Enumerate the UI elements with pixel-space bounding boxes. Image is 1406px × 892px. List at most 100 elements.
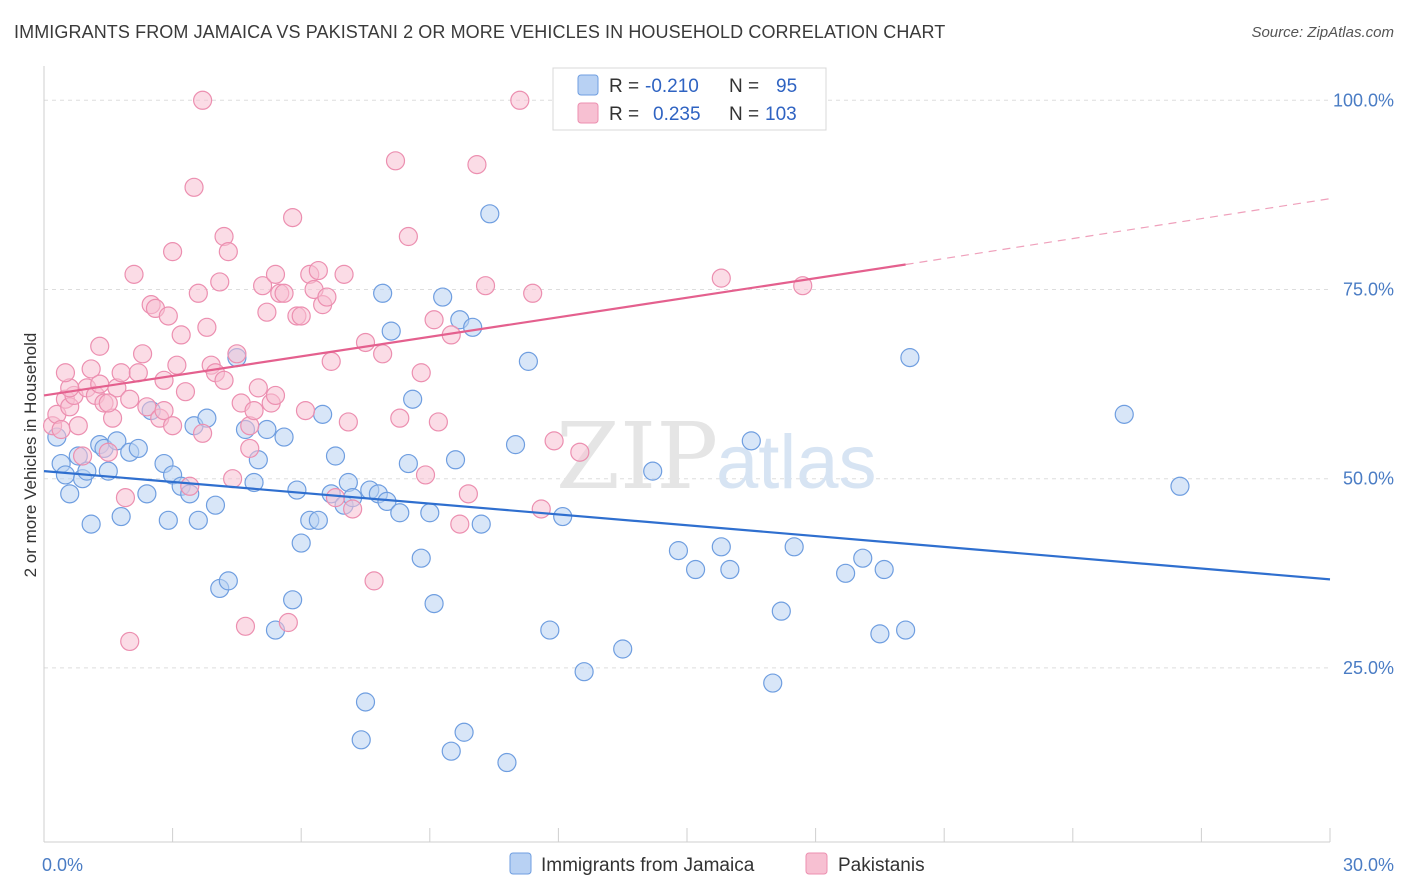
jamaica-point: [441, 741, 461, 761]
jamaica-point: [205, 495, 226, 515]
pakistani-point: [523, 283, 543, 303]
pakistani-point: [385, 151, 406, 171]
jamaica-point: [128, 438, 148, 459]
jamaica-point: [896, 620, 916, 640]
jamaica-point: [188, 510, 208, 530]
pakistani-point: [338, 412, 358, 432]
trend-lines: [43, 198, 1331, 581]
jamaica-point: [283, 590, 303, 610]
pakistani-point: [223, 469, 243, 489]
pakistani-point: [321, 351, 341, 371]
pakistani-point: [132, 344, 153, 364]
jamaica-point: [853, 548, 873, 568]
tick-labels: 25.0% 50.0% 75.0% 100.0% 0.0% 30.0%: [42, 90, 1394, 875]
jamaica-point: [505, 435, 526, 455]
series-pakistani: [42, 90, 813, 652]
pakistani-point: [55, 363, 76, 383]
pakistani-point: [257, 302, 277, 322]
jamaica-point: [308, 510, 328, 530]
jamaica-point: [81, 514, 101, 534]
legend-swatch-pakistani: [577, 102, 599, 124]
jamaica-point: [454, 722, 474, 742]
pakistani-point: [90, 374, 110, 394]
pakistani-point: [115, 488, 136, 508]
pakistani-point: [175, 382, 196, 402]
jamaica-point: [381, 321, 401, 341]
pakistani-point: [450, 514, 470, 534]
legend-pakistani-r-label: R =: [609, 104, 639, 125]
stats-legend: R = -0.210 N = 95 R = 0.235 N = 103: [552, 67, 827, 131]
jamaica-point: [613, 639, 633, 659]
pakistani-point: [214, 370, 234, 390]
pakistani-point: [98, 393, 118, 413]
jamaica-point: [870, 624, 890, 644]
legend-jamaica-n-label: N =: [729, 76, 759, 97]
pakistani-point: [295, 400, 316, 421]
jamaica-point: [741, 431, 761, 451]
bottom-legend-pakistani: Pakistanis: [838, 855, 925, 876]
pakistani-point: [428, 412, 448, 432]
pakistani-point: [197, 317, 217, 337]
pakistani-point: [283, 207, 303, 228]
pakistani-point: [308, 260, 328, 281]
pakistani-point: [98, 442, 118, 462]
series-legend: Immigrants from Jamaica Pakistanis: [509, 852, 925, 876]
pakistani-point: [364, 571, 384, 591]
jamaica-point: [111, 506, 131, 527]
pakistani-point: [51, 419, 71, 440]
pakistani-point: [325, 488, 346, 508]
bottom-legend-jamaica: Immigrants from Jamaica: [541, 855, 755, 876]
jamaica-point: [373, 283, 393, 303]
jamaica-point: [445, 450, 466, 470]
pakistani-point: [475, 276, 496, 296]
trend-line-extension-pakistani: [905, 198, 1331, 266]
legend-pakistani-r-value: 0.235: [653, 104, 701, 125]
pakistani-point: [227, 344, 247, 364]
pakistani-point: [411, 363, 431, 383]
chart-title: IMMIGRANTS FROM JAMAICA VS PAKISTANI 2 O…: [14, 22, 946, 42]
pakistani-point: [544, 431, 564, 451]
legend-swatch-jamaica: [577, 74, 599, 96]
pakistani-point: [154, 370, 174, 390]
watermark: ZIP atlas: [556, 403, 877, 510]
jamaica-point: [471, 514, 491, 534]
watermark-atlas: atlas: [716, 420, 877, 505]
pakistani-point: [415, 465, 436, 485]
pakistani-point: [398, 226, 418, 247]
x-tick-label: 0.0%: [42, 855, 83, 875]
pakistani-point: [163, 416, 183, 436]
jamaica-point: [1170, 476, 1190, 496]
pakistani-point: [124, 264, 144, 284]
pakistani-point: [167, 355, 187, 375]
pakistani-point: [120, 389, 140, 409]
pakistani-point: [531, 499, 551, 519]
jamaica-point: [55, 465, 76, 485]
pakistani-point: [711, 268, 731, 288]
pakistani-point: [334, 264, 354, 284]
jamaica-point: [325, 446, 346, 466]
jamaica-point: [711, 537, 731, 557]
pakistani-point: [180, 476, 200, 496]
jamaica-point: [685, 559, 706, 580]
jamaica-point: [351, 730, 371, 750]
pakistani-point: [240, 438, 260, 459]
pakistani-point: [210, 272, 230, 292]
trend-line-pakistani: [43, 263, 906, 397]
bottom-legend-swatch-pakistani: [805, 852, 828, 875]
jamaica-point: [411, 548, 431, 568]
pakistani-point: [184, 177, 204, 197]
pakistani-point: [248, 378, 268, 398]
pakistani-point: [570, 442, 590, 462]
jamaica-point: [424, 593, 444, 614]
pakistani-point: [343, 499, 363, 519]
pakistani-point: [154, 400, 174, 421]
trend-line-jamaica: [43, 470, 1331, 581]
pakistani-point: [424, 310, 444, 330]
pakistani-point: [265, 264, 286, 284]
pakistani-point: [390, 408, 410, 428]
jamaica-point: [874, 559, 894, 580]
pakistani-point: [510, 90, 530, 110]
pakistani-point: [171, 325, 191, 345]
jamaica-point: [480, 204, 500, 224]
